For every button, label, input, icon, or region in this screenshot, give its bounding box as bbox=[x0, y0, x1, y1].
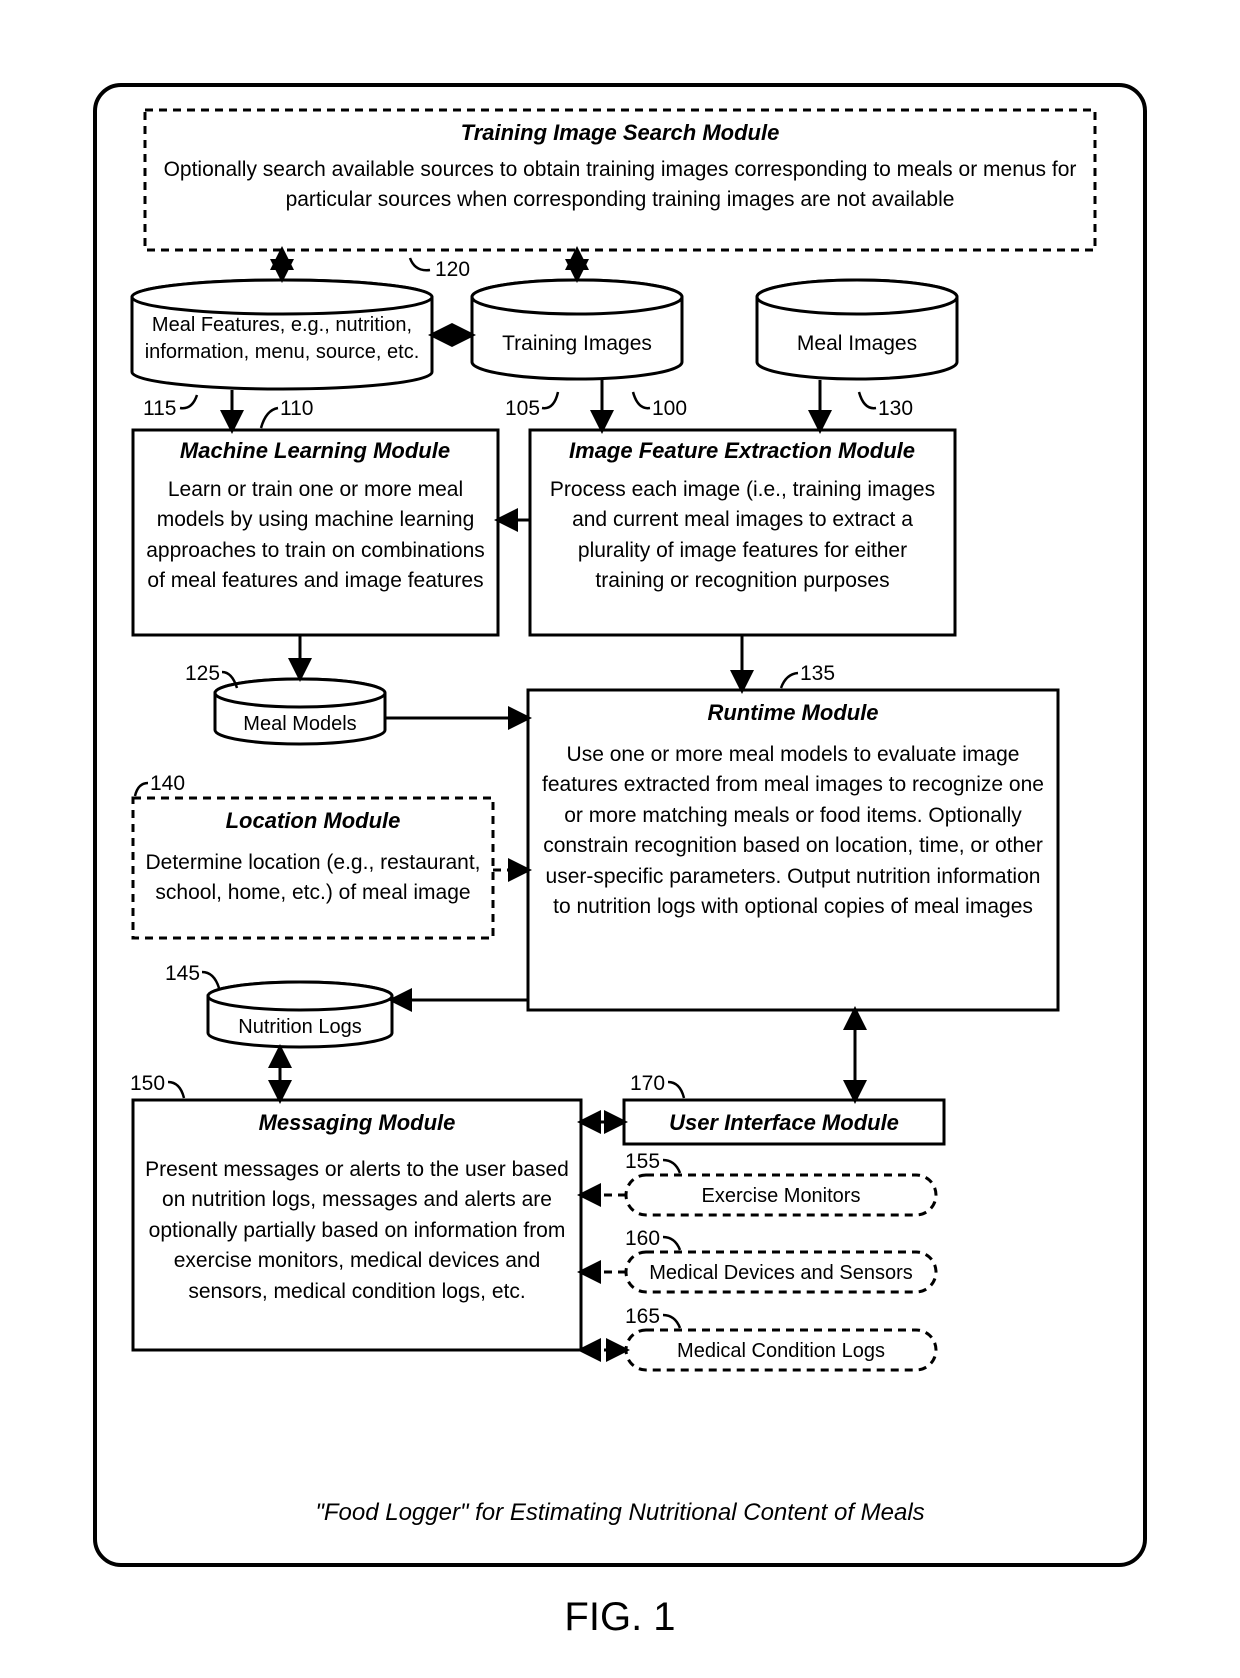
location-title: Location Module bbox=[226, 808, 401, 833]
exercise-monitors-label: Exercise Monitors bbox=[702, 1185, 861, 1207]
training-images-label: Training Images bbox=[502, 332, 652, 355]
ref-120: 120 bbox=[435, 258, 470, 281]
image-feature-extraction-title: Image Feature Extraction Module bbox=[569, 438, 915, 463]
ref-145: 145 bbox=[165, 962, 200, 985]
meal-features-label: Meal Features, e.g., nutrition, informat… bbox=[145, 314, 420, 363]
ref-100: 100 bbox=[652, 397, 687, 420]
machine-learning-body: Learn or train one or more meal models b… bbox=[146, 478, 485, 592]
ref-170: 170 bbox=[630, 1072, 665, 1095]
meal-images-label: Meal Images bbox=[797, 332, 917, 355]
user-interface-title: User Interface Module bbox=[669, 1110, 899, 1135]
messaging-title: Messaging Module bbox=[259, 1110, 456, 1135]
training-images-cylinder bbox=[472, 280, 682, 379]
figure-label: FIG. 1 bbox=[564, 1595, 675, 1639]
ref-115: 115 bbox=[143, 397, 176, 420]
meal-images-cylinder bbox=[757, 280, 957, 379]
runtime-title: Runtime Module bbox=[707, 700, 878, 725]
nutrition-logs-label: Nutrition Logs bbox=[238, 1016, 361, 1038]
image-feature-extraction-body: Process each image (i.e., training image… bbox=[550, 478, 935, 592]
ref-105: 105 bbox=[505, 397, 540, 420]
ref-125: 125 bbox=[185, 662, 220, 685]
training-image-search-body: Optionally search available sources to o… bbox=[164, 158, 1077, 211]
ref-155: 155 bbox=[625, 1150, 660, 1173]
caption: "Food Logger" for Estimating Nutritional… bbox=[315, 1499, 924, 1526]
meal-models-label: Meal Models bbox=[243, 713, 356, 735]
ref-130: 130 bbox=[878, 397, 913, 420]
ref-150: 150 bbox=[130, 1072, 165, 1095]
ref-140: 140 bbox=[150, 772, 185, 795]
diagram-svg: Training Image Search Module Optionally … bbox=[0, 0, 1240, 1678]
medical-condition-logs-label: Medical Condition Logs bbox=[677, 1340, 885, 1362]
ref-110: 110 bbox=[280, 397, 313, 420]
machine-learning-title: Machine Learning Module bbox=[180, 438, 450, 463]
messaging-body: Present messages or alerts to the user b… bbox=[145, 1158, 569, 1303]
medical-devices-label: Medical Devices and Sensors bbox=[649, 1262, 912, 1284]
runtime-body: Use one or more meal models to evaluate … bbox=[542, 743, 1044, 918]
training-image-search-title: Training Image Search Module bbox=[461, 120, 780, 145]
ref-160: 160 bbox=[625, 1227, 660, 1250]
ref-165: 165 bbox=[625, 1305, 660, 1328]
location-body: Determine location (e.g., restaurant, sc… bbox=[146, 851, 481, 904]
ref-135: 135 bbox=[800, 662, 835, 685]
